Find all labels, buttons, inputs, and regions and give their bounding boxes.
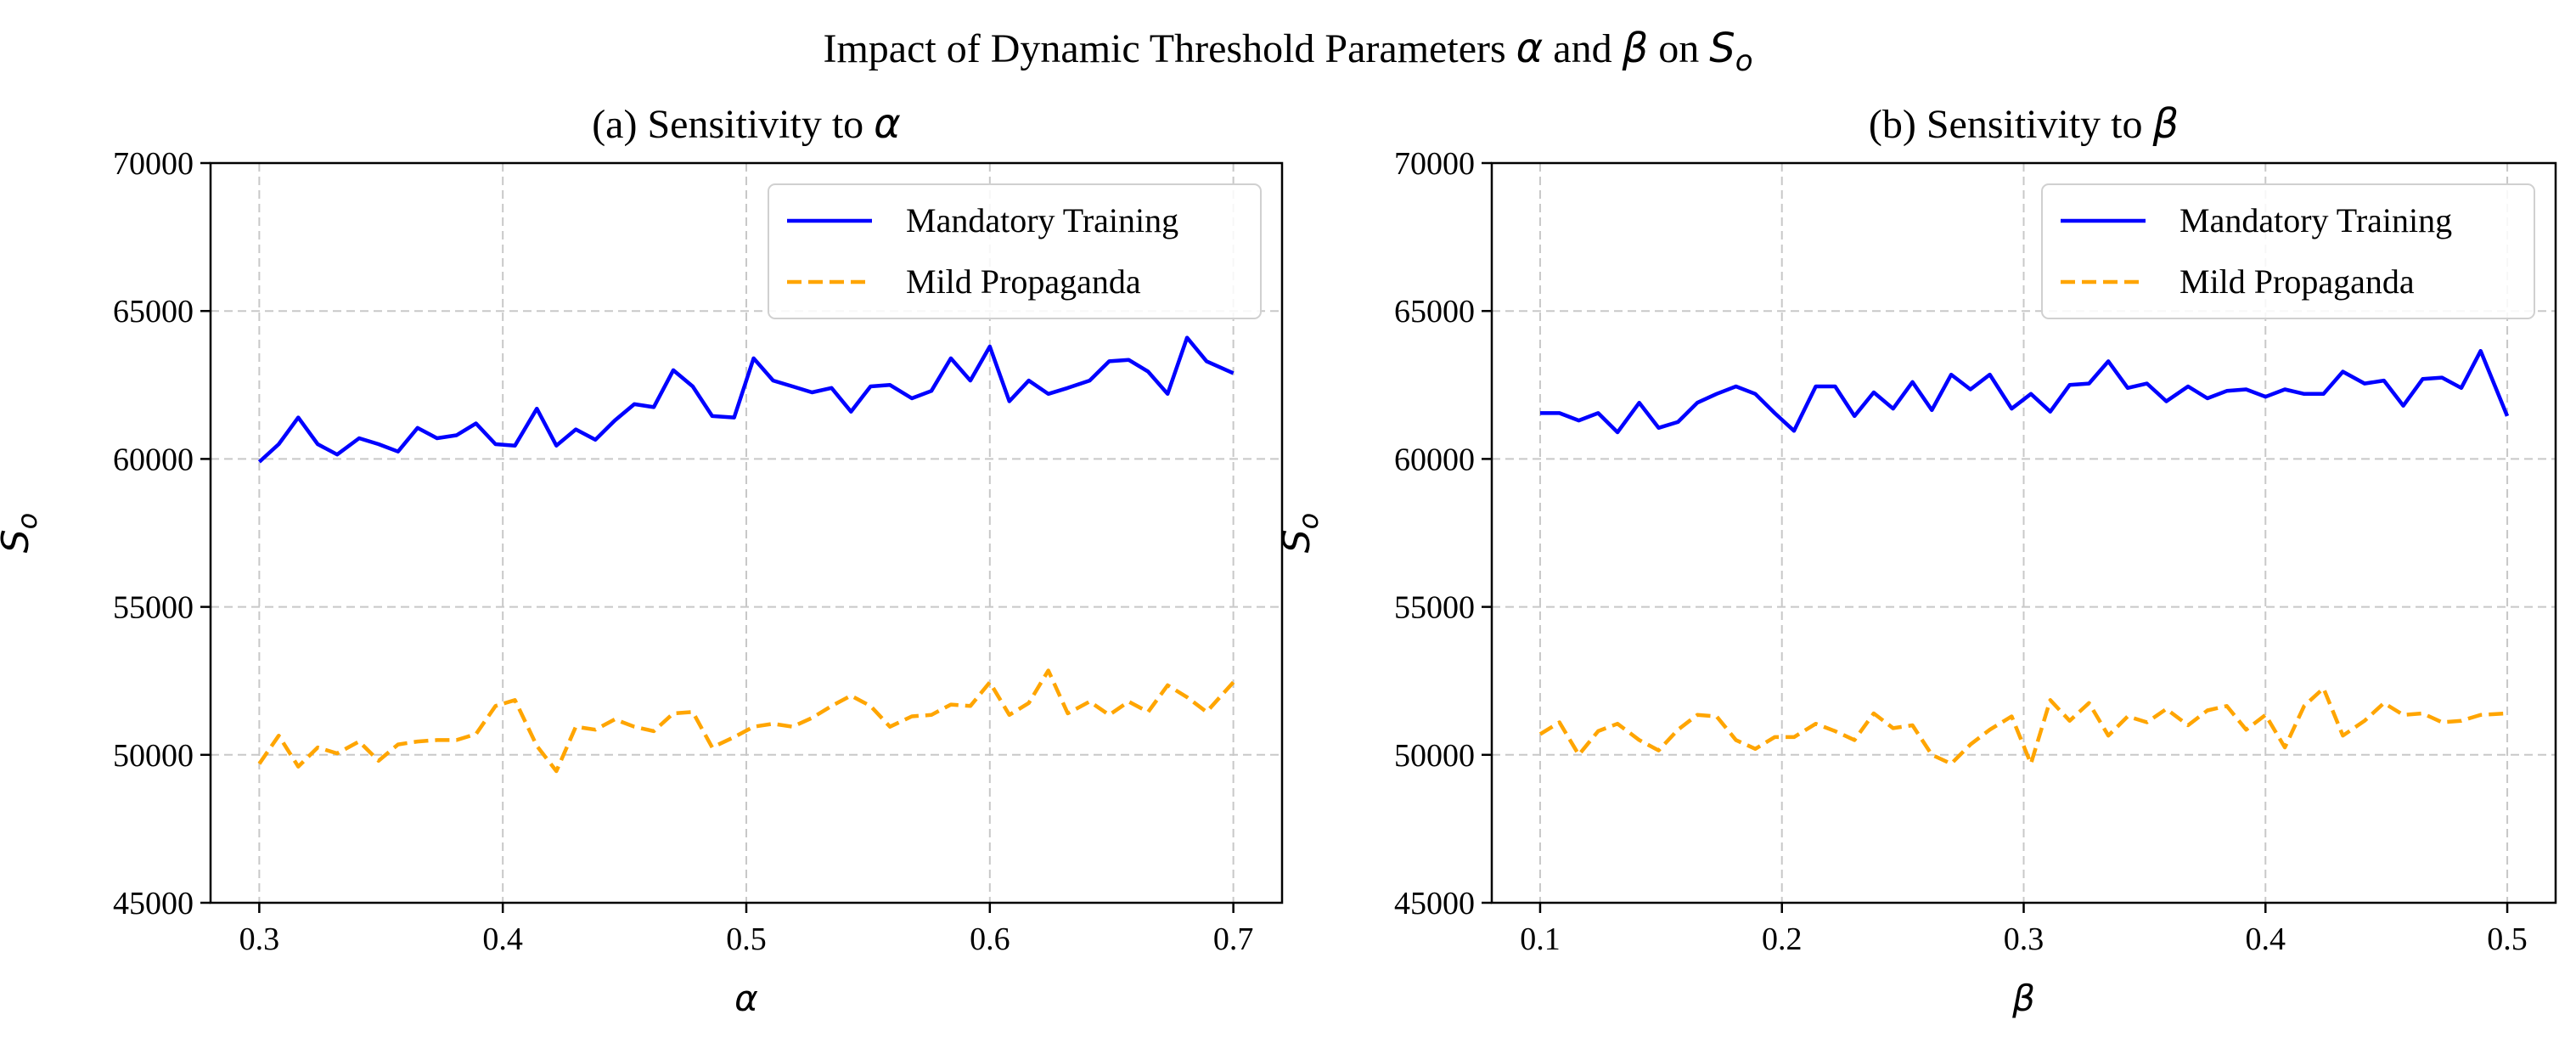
figure-title-prefix: Impact of Dynamic Threshold Parameters xyxy=(823,26,1516,71)
legend-label: Mild Propaganda xyxy=(906,262,1141,301)
x-tick-label: 0.1 xyxy=(1520,921,1561,957)
x-tick-label: 0.4 xyxy=(482,921,523,957)
legend-label: Mild Propaganda xyxy=(2179,262,2415,301)
x-axis-label: β xyxy=(2011,978,2035,1019)
series-line-mandatory-training xyxy=(257,335,1235,464)
x-tick-label: 0.3 xyxy=(239,921,280,957)
subplot-title: (a) Sensitivity to α xyxy=(592,100,901,148)
y-axis-label-subscript: o xyxy=(11,513,43,530)
subplot-beta: 0.1 0.2 0.3 0.4 0.5 45000 50000 55000 60000 65000… xyxy=(1275,100,2557,1019)
subplot-title-symbol: α xyxy=(874,100,901,148)
legend-label: Mandatory Training xyxy=(906,201,1178,239)
subplot-title-prefix: (b) Sensitivity to xyxy=(1869,102,2153,147)
figure-title-s-subscript: o xyxy=(1735,44,1753,78)
figure-title: Impact of Dynamic Threshold Parameters α… xyxy=(823,25,1752,78)
subplot-title-prefix: (a) Sensitivity to xyxy=(592,102,874,147)
legend: Mandatory Training Mild Propaganda xyxy=(768,183,1262,319)
y-tick-label: 45000 xyxy=(113,886,194,921)
figure-title-mid: and xyxy=(1543,26,1622,71)
series-line-mild-propaganda xyxy=(1538,686,2508,766)
y-tick-label: 65000 xyxy=(113,294,194,330)
subplot-title: (b) Sensitivity to β xyxy=(1869,100,2179,148)
y-axis-label: So xyxy=(0,513,43,554)
x-tick-label: 0.5 xyxy=(2487,921,2528,957)
y-axis-label-s: S xyxy=(0,529,37,553)
figure-title-s: S xyxy=(1709,25,1735,72)
y-tick-label: 50000 xyxy=(1394,738,1475,774)
y-tick-label: 45000 xyxy=(1394,886,1475,921)
legend: Mandatory Training Mild Propaganda xyxy=(2041,183,2535,319)
legend-box xyxy=(2041,183,2535,319)
figure-title-beta: β xyxy=(1622,25,1649,72)
figure-title-on: on xyxy=(1648,26,1709,71)
y-axis-label-subscript: o xyxy=(1292,513,1325,530)
x-tick-label: 0.4 xyxy=(2246,921,2286,957)
y-tick-label: 70000 xyxy=(113,146,194,182)
y-axis-label-s: S xyxy=(1275,529,1319,553)
y-tick-label: 50000 xyxy=(113,738,194,774)
x-tick-label: 0.2 xyxy=(1762,921,1803,957)
y-tick-label: 55000 xyxy=(1394,590,1475,626)
y-tick-label: 55000 xyxy=(113,590,194,626)
series-line-mandatory-training xyxy=(1540,348,2510,435)
x-tick-label: 0.5 xyxy=(726,921,767,957)
y-tick-label: 60000 xyxy=(1394,442,1475,477)
x-axis-label: α xyxy=(734,978,758,1019)
subplot-title-symbol: β xyxy=(2152,100,2179,148)
y-tick-label: 60000 xyxy=(113,442,194,477)
x-tick-label: 0.7 xyxy=(1213,921,1254,957)
figure-title-alpha: α xyxy=(1516,25,1544,72)
legend-label: Mandatory Training xyxy=(2179,201,2452,239)
x-tick-label: 0.6 xyxy=(970,921,1010,957)
series-line-mild-propaganda xyxy=(257,668,1235,774)
y-axis-label: So xyxy=(1275,513,1325,554)
y-tick-label: 65000 xyxy=(1394,294,1475,330)
y-tick-label: 70000 xyxy=(1394,146,1475,182)
subplot-alpha: 0.3 0.4 0.5 0.6 0.7 45000 50000 55000 60000 65000… xyxy=(0,100,1284,1019)
x-tick-label: 0.3 xyxy=(2004,921,2044,957)
legend-box xyxy=(768,183,1262,319)
